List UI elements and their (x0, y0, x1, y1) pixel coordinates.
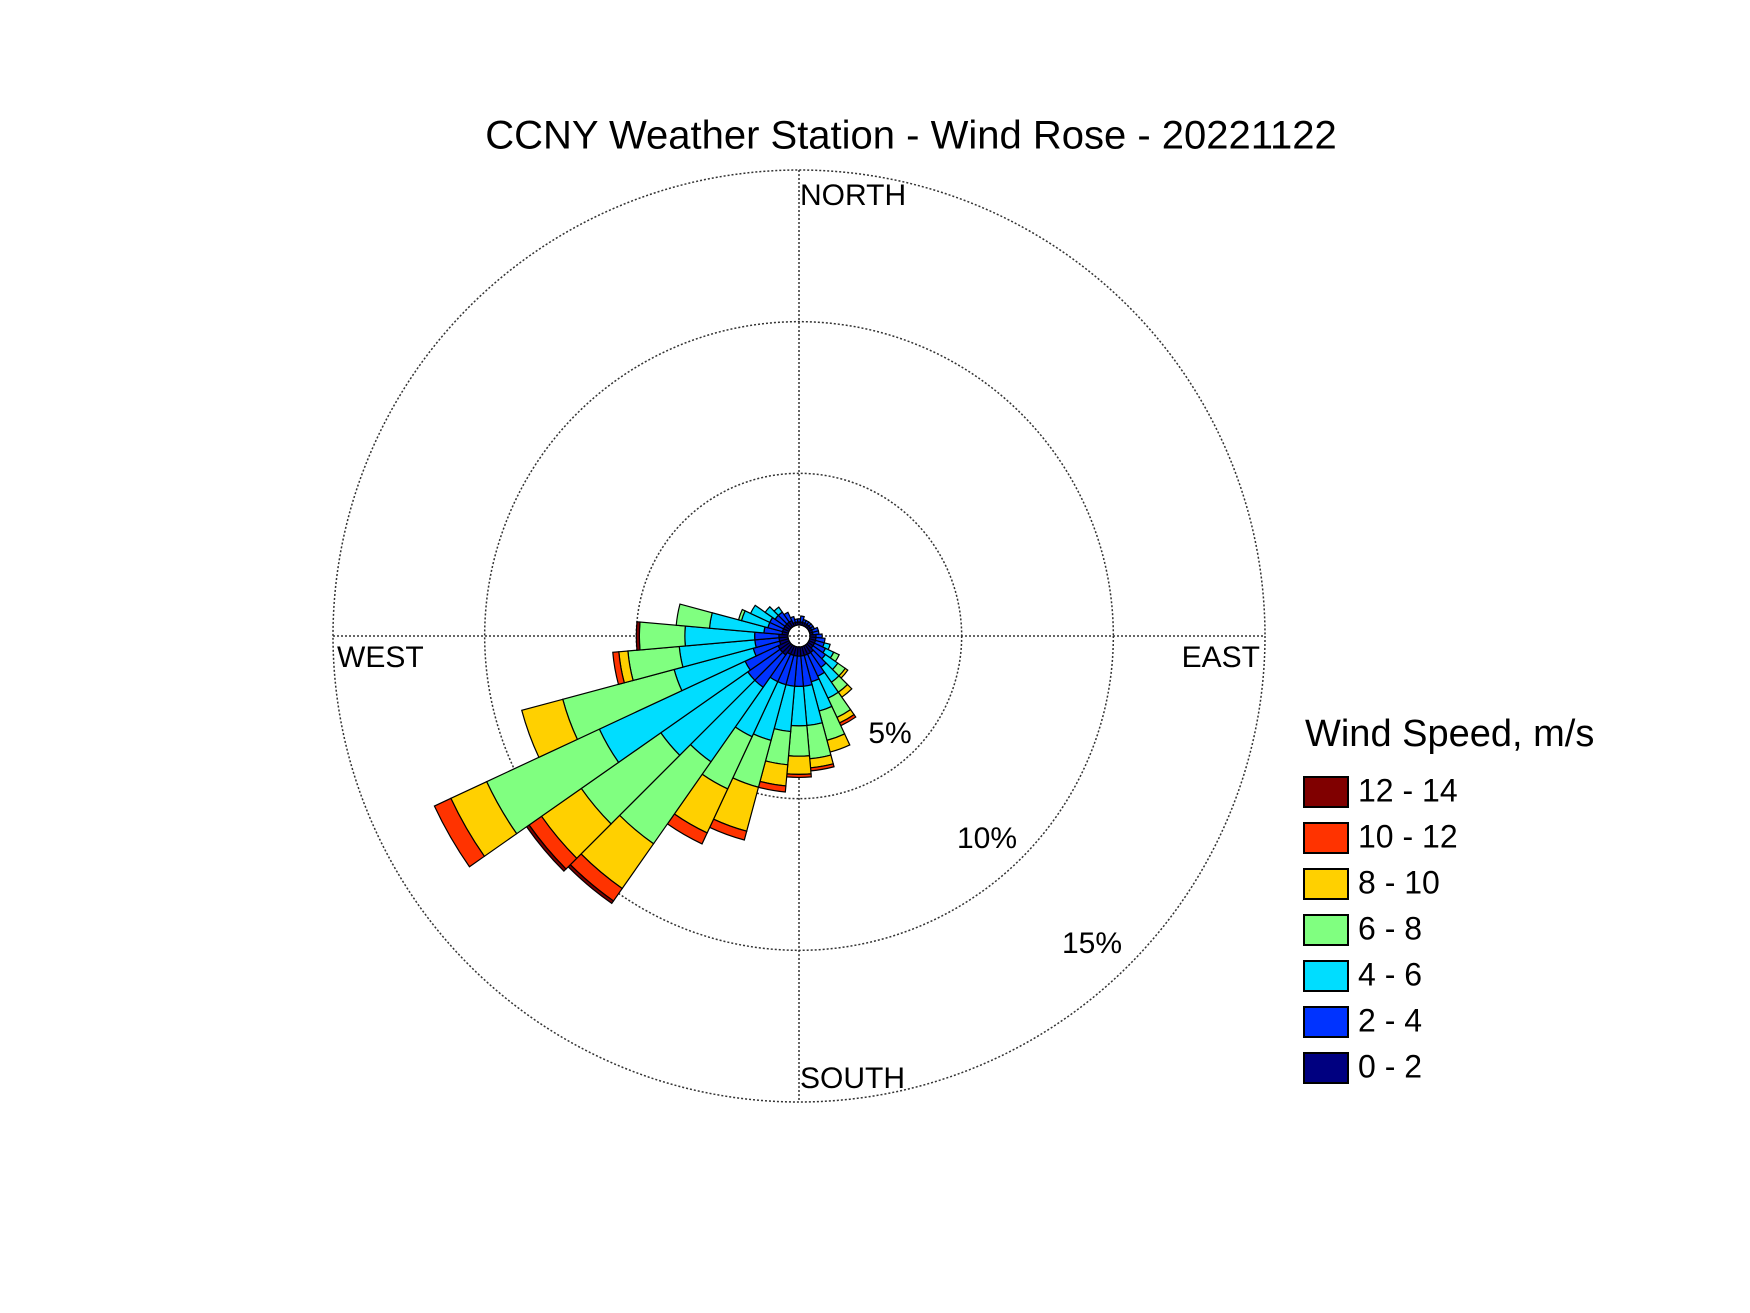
wedge-segment (764, 605, 780, 621)
legend-label: 12 - 14 (1358, 772, 1458, 808)
wedge-segment (786, 773, 812, 779)
wedge-segment (773, 606, 784, 617)
legend-swatch (1303, 1052, 1349, 1084)
north-label: NORTH (800, 179, 906, 212)
legend-label: 6 - 8 (1358, 910, 1422, 946)
wedge-segment (793, 618, 799, 624)
legend-swatch (1303, 960, 1349, 992)
wedges (433, 603, 857, 905)
legend-swatch (1303, 1006, 1349, 1038)
wedge-segment (786, 755, 812, 775)
legend-swatch (1303, 914, 1349, 946)
west-label: WEST (337, 641, 424, 674)
wedge-segment (789, 615, 797, 625)
wedge-segment (521, 698, 579, 759)
legend-swatch (1303, 776, 1349, 808)
south-label: SOUTH (800, 1062, 905, 1095)
legend-label: 2 - 4 (1358, 1002, 1422, 1038)
east-label: EAST (1182, 641, 1260, 674)
r-tick-label: 5% (868, 717, 911, 750)
legend-title: Wind Speed, m/s (1305, 713, 1594, 755)
grid (332, 169, 1266, 1103)
legend-label: 4 - 6 (1358, 956, 1422, 992)
wedge-segment (635, 621, 641, 651)
r-tick-label: 10% (957, 822, 1017, 855)
legend-label: 8 - 10 (1358, 864, 1440, 900)
legend-label: 0 - 2 (1358, 1048, 1422, 1084)
legend: 0 - 2 2 - 4 4 - 6 6 - 8 8 - 10 10 - 12 12 - 14 (1303, 772, 1458, 1084)
legend-swatch (1303, 822, 1349, 854)
wedge-segment (433, 797, 486, 868)
wedge-segment (799, 615, 805, 624)
wedge-segment (638, 621, 686, 651)
wedge-segment (737, 608, 746, 622)
wedge-segment (787, 724, 811, 757)
wedge-segment (612, 651, 626, 686)
wedge-segment (749, 604, 774, 624)
legend-swatch (1303, 868, 1349, 900)
wedge-segment (783, 611, 793, 623)
legend-label: 10 - 12 (1358, 818, 1458, 854)
grid-circle (332, 169, 1266, 1103)
chart-title: CCNY Weather Station - Wind Rose - 20221… (485, 114, 1337, 158)
wedge-segment (675, 603, 713, 629)
r-tick-label: 15% (1062, 927, 1122, 960)
